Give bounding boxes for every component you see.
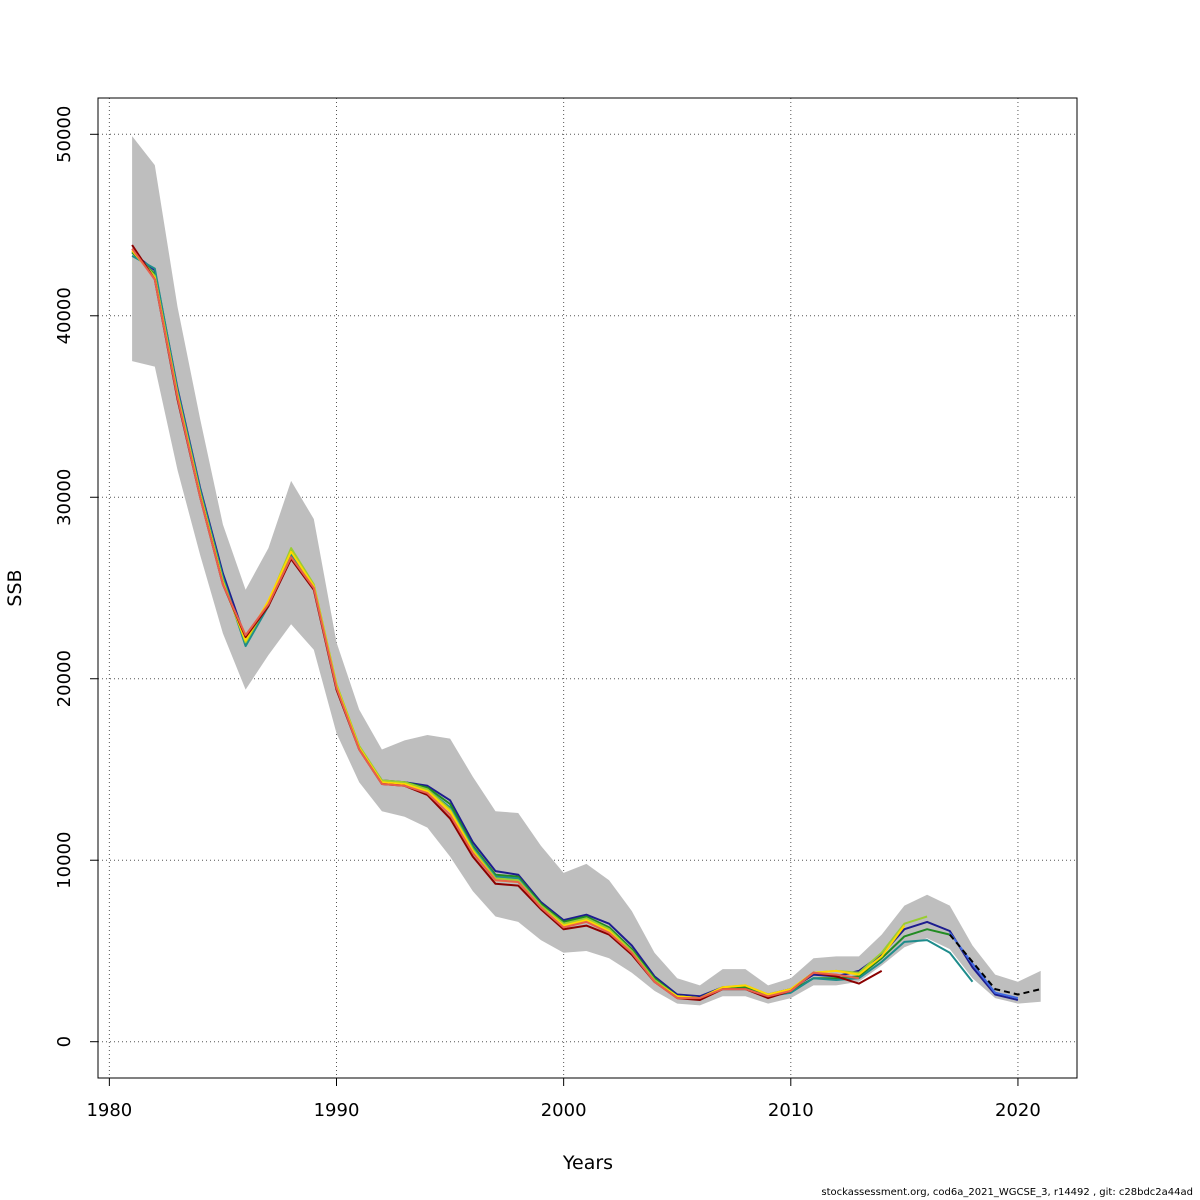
y-tick-label-2: 20000: [54, 650, 75, 707]
y-tick-label-5: 50000: [54, 106, 75, 163]
y-tick-label-4: 40000: [54, 287, 75, 344]
x-tick-label-1: 1990: [314, 1100, 360, 1121]
x-tick-label-3: 2010: [768, 1100, 814, 1121]
x-tick-label-4: 2020: [995, 1100, 1041, 1121]
x-axis-title: Years: [562, 1152, 613, 1174]
confidence-band: [132, 136, 1041, 1006]
series-line-6: [131, 248, 860, 1000]
y-axis: 0 10000 20000 30000 40000 50000: [54, 106, 99, 1047]
series-layer: [131, 244, 1041, 1001]
confidence-band-layer: [132, 136, 1041, 1006]
footer-source-note: stockassessment.org, cod6a_2021_WGCSE_3,…: [821, 1187, 1193, 1198]
y-tick-label-3: 30000: [54, 469, 75, 526]
series-line-7: [948, 932, 1019, 1000]
y-tick-label-0: 0: [54, 1036, 75, 1047]
x-tick-label-2: 2000: [541, 1100, 587, 1121]
x-tick-label-0: 1980: [86, 1100, 132, 1121]
x-axis: 1980 1990 2000 2010 2020: [86, 1077, 1041, 1121]
y-tick-label-1: 10000: [54, 832, 75, 889]
series-line-8: [949, 933, 1041, 996]
y-axis-title: SSB: [4, 569, 26, 606]
